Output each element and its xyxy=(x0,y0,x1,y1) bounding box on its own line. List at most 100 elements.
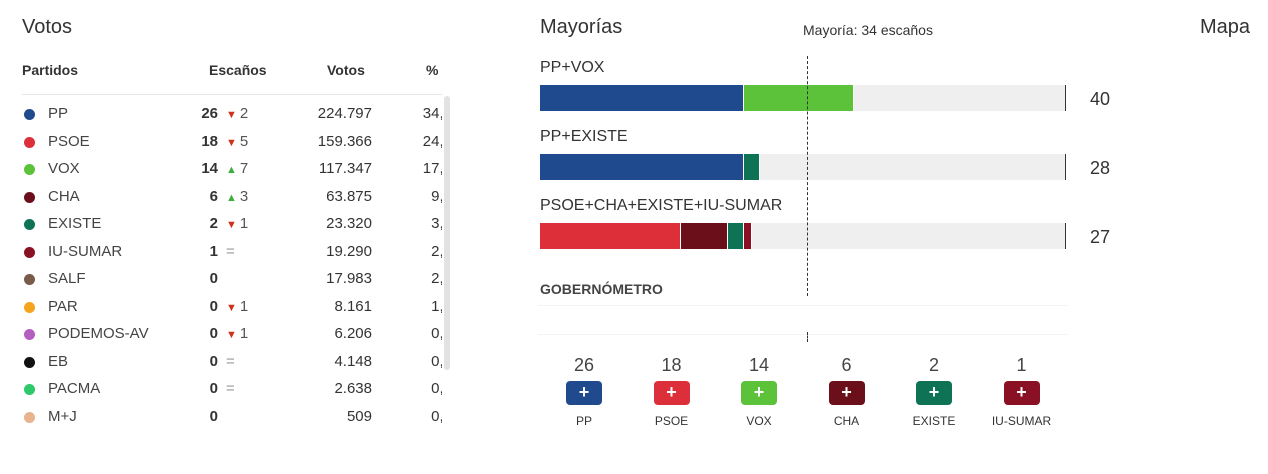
party-color-dot xyxy=(24,384,35,395)
party-votes: 2.638 xyxy=(334,380,372,397)
party-pct: 0,9 xyxy=(431,325,442,342)
add-party-button[interactable]: + xyxy=(828,381,865,405)
party-votes: 509 xyxy=(346,407,372,425)
col-escanos: Escaños xyxy=(209,62,267,78)
seat-change: = xyxy=(226,353,276,370)
gobernometro-title: GOBERNÓMETRO xyxy=(540,281,663,297)
party-votes: 63.875 xyxy=(326,187,372,205)
triangle-down-icon: ▼ xyxy=(226,301,237,314)
majority-mark xyxy=(806,332,808,342)
seat-change: ▼ 1 xyxy=(226,215,276,232)
party-pct: 2,7 xyxy=(431,270,442,287)
party-pct: 34,3 xyxy=(422,105,442,122)
party-color-dot xyxy=(24,246,35,258)
combo-bar-end xyxy=(1065,154,1066,180)
combo-bar-segment xyxy=(540,223,682,249)
triangle-down-icon: ▼ xyxy=(226,219,237,231)
party-card: 2 + EXISTE xyxy=(904,355,964,428)
seat-change: = xyxy=(226,380,276,397)
equal-icon: = xyxy=(226,380,235,397)
party-color-dot xyxy=(24,136,35,148)
combo-bar-track xyxy=(540,154,1066,180)
seat-change-value: 2 xyxy=(239,105,249,122)
combo-bar-segment xyxy=(744,154,760,180)
party-card-name: PP xyxy=(575,414,592,428)
table-row[interactable]: PAR 0 ▼1 8.161 1,2 xyxy=(22,295,442,323)
col-partidos: Partidos xyxy=(22,62,79,78)
table-row[interactable]: EXISTE 2 ▼1 23.320 3,6 xyxy=(22,212,442,240)
party-color-dot xyxy=(24,411,35,423)
seat-change: = xyxy=(226,243,276,260)
party-name: SALF xyxy=(48,270,86,287)
party-card: 1 + IU-SUMAR xyxy=(992,355,1052,428)
add-party-button[interactable]: + xyxy=(1003,381,1040,405)
party-votes: 6.206 xyxy=(334,325,372,342)
mapa-title[interactable]: Mapa xyxy=(1200,16,1251,38)
combo-bar-end xyxy=(1065,85,1066,111)
votes-scrollbar[interactable] xyxy=(444,96,450,370)
majority-combo: PSOE+CHA+EXISTE+IU-SUMAR 27 xyxy=(540,197,1120,249)
table-row[interactable]: VOX 14 ▲7 117.347 17,9 xyxy=(22,157,442,185)
combo-bar-segment xyxy=(540,85,745,111)
majority-line xyxy=(806,56,808,296)
triangle-down-icon: ▼ xyxy=(226,109,237,121)
party-color-dot xyxy=(24,356,35,368)
table-row[interactable]: PODEMOS-AV 0 ▼1 6.206 0,9 xyxy=(22,322,442,350)
party-seats: 0 xyxy=(209,270,218,287)
party-pct: 17,9 xyxy=(422,160,442,177)
combo-bar-track xyxy=(540,223,1066,249)
party-color-dot xyxy=(24,164,35,175)
party-name: PODEMOS-AV xyxy=(48,325,149,342)
mayorias-title: Mayorías xyxy=(540,16,623,38)
party-card-seats: 14 xyxy=(748,355,770,375)
party-votes: 4.148 xyxy=(334,352,372,370)
table-row[interactable]: EB 0 = 4.148 0,6 xyxy=(22,350,442,378)
table-row[interactable]: PP 26 ▼2 224.797 34,3 xyxy=(22,102,442,130)
party-card-seats: 1 xyxy=(1016,355,1027,375)
col-pct: % xyxy=(426,62,439,78)
party-card: 6 + CHA xyxy=(817,355,877,428)
add-party-button[interactable]: + xyxy=(653,381,690,405)
party-card-seats: 6 xyxy=(841,355,852,375)
table-row[interactable]: IU-SUMAR 1 = 19.290 2,9 xyxy=(22,240,442,268)
party-seats: 2 xyxy=(209,215,218,232)
seat-change: ▲ 3 xyxy=(226,188,276,205)
triangle-down-icon: ▼ xyxy=(226,136,237,149)
combo-label: PP+VOX xyxy=(540,59,605,76)
party-card: 14 + VOX xyxy=(729,355,789,428)
votes-table: PP26▼2224.79734,3PSOE18▼5159.36624,3VOX1… xyxy=(22,96,442,436)
gobernometro-box xyxy=(538,305,1068,335)
party-card-name: PSOE xyxy=(654,414,689,428)
party-name: EB xyxy=(48,352,69,370)
combo-total: 28 xyxy=(1090,158,1111,178)
party-color-dot xyxy=(24,301,35,313)
table-row[interactable]: SALF 0 17.983 2,7 xyxy=(22,267,442,295)
party-votes: 17.983 xyxy=(326,270,372,287)
party-color-dot xyxy=(24,219,35,230)
table-row[interactable]: CHA 6 ▲3 63.875 9,7 xyxy=(22,185,442,213)
seat-change: ▼ 1 xyxy=(226,325,276,342)
table-row[interactable]: PSOE 18 ▼5 159.366 24,3 xyxy=(22,130,442,158)
add-party-button[interactable]: + xyxy=(566,381,602,405)
party-votes: 8.161 xyxy=(334,297,372,315)
combo-bar-track xyxy=(540,85,1066,111)
party-seats: 0 xyxy=(209,380,218,397)
triangle-up-icon: ▲ xyxy=(226,164,237,176)
table-divider xyxy=(22,94,442,95)
combo-bar-segment xyxy=(681,223,729,249)
party-pct: 0,4 xyxy=(431,380,442,397)
add-party-button[interactable]: + xyxy=(741,381,777,405)
party-pct: 3,6 xyxy=(431,215,442,232)
table-row[interactable]: M+J 0 509 0,1 xyxy=(22,405,442,433)
seat-change: ▼ 2 xyxy=(226,105,276,122)
votos-title: Votos xyxy=(22,16,73,38)
party-card-seats: 26 xyxy=(573,355,595,375)
table-row[interactable]: PACMA 0 = 2.638 0,4 xyxy=(22,377,442,405)
party-card: 18 + PSOE xyxy=(642,355,702,428)
party-color-dot xyxy=(24,109,35,120)
add-party-button[interactable]: + xyxy=(916,381,952,405)
party-pct: 9,7 xyxy=(431,187,442,205)
seat-change-value: 1 xyxy=(239,297,249,315)
party-color-dot xyxy=(24,191,35,203)
party-name: PSOE xyxy=(48,132,90,150)
